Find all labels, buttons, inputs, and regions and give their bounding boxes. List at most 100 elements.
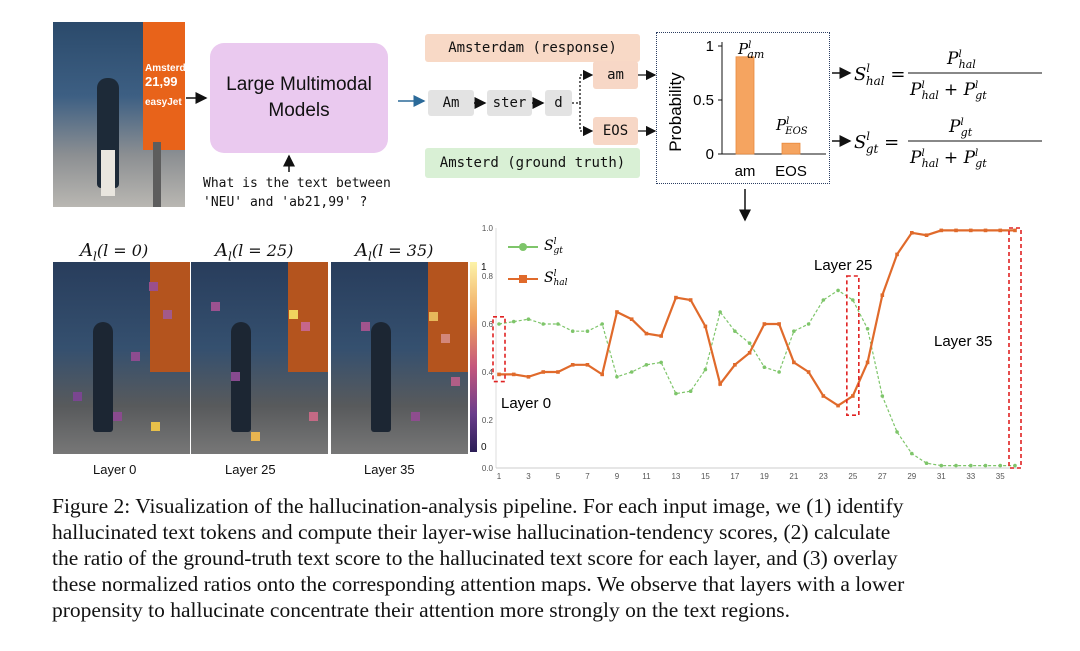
point-S_hal-21 [792,360,796,365]
line-xtick-9: 19 [760,472,769,481]
pipeline-arrows [186,67,852,222]
point-S_hal-14 [688,298,693,302]
line-ytick-4: 0.8 [482,272,494,281]
line-xtick-16: 33 [966,472,975,481]
point-S_gt-19 [762,365,767,369]
point-S_gt-20 [777,370,781,374]
highlight-layer-36 [1008,227,1022,469]
line-ytick-1: 0.2 [482,416,494,425]
line-xtick-7: 15 [701,472,710,481]
probability-chart: Probability 0 0.5 1 am EOS Pl am Pl EOS [666,38,826,180]
point-S_hal-20 [777,322,781,326]
line-xtick-15: 31 [937,472,946,481]
point-S_hal-12 [659,334,663,338]
point-S_hal-24 [836,403,840,408]
caption-line-1: Figure 2: Visualization of the hallucina… [52,494,904,518]
point-S_gt-29 [910,451,914,456]
arrow-to-eos [579,103,594,137]
prob-ylabel: Probability [666,72,685,152]
point-S_gt-10 [629,370,634,374]
model-box: Large Multimodal Models [210,43,388,153]
point-S_gt-2 [511,319,516,324]
probability-chart-frame [656,32,830,184]
prob-category-am: am [735,163,756,180]
line-xtick-17: 35 [996,472,1005,481]
point-S_hal-27 [880,293,885,297]
point-S_hal-4 [541,370,546,374]
point-S_hal-16 [718,382,722,386]
token-ster: ster [487,90,532,116]
point-S_gt-36 [1013,463,1017,468]
caption-line-2: hallucinated text tokens and compute the… [52,520,891,544]
legend-hal-marker [519,275,527,283]
annotation-layer-35: Layer 35 [934,333,992,350]
caption-line-5: propensity to hallucinate concentrate th… [52,598,790,622]
colorbar-tick-top: 1 [481,262,487,273]
point-S_gt-5 [556,322,560,326]
highlight-layer-25 [846,275,860,416]
point-S_hal-2 [511,372,516,377]
prob-label-eos: Pl EOS [775,116,808,137]
heatmap-label-0: Layer 0 [93,462,137,477]
formula-hal: Sl hal = Pl hal Pl hal + Pl gt [854,49,1042,102]
point-S_hal-18 [747,351,752,355]
heatmap-title-0: Al(l = 0) [80,240,149,264]
heatmap-label-35: Layer 35 [364,462,415,477]
caption-line-4: these normalized ratios onto the corresp… [52,572,905,596]
point-S_gt-13 [674,391,678,396]
question: What is the text between 'NEU' and 'ab21… [203,174,413,212]
line-xtick-13: 27 [878,472,887,481]
point-S_gt-22 [806,322,811,326]
point-S_hal-23 [821,394,826,398]
figure-caption: Figure 2: Visualization of the hallucina… [52,493,1052,623]
heatmap-layer-35 [331,262,468,454]
point-S_hal-15 [703,324,708,329]
prob-bar-am [735,56,755,155]
prob-ytick-1: 0.5 [693,92,714,109]
legend-gt-label: Sl gt [544,237,563,256]
heatmap-layer-0 [53,262,190,454]
point-S_hal-3 [526,375,531,379]
point-S_gt-25 [851,298,855,302]
line-legend: Sl gt Sl hal [508,237,568,288]
prob-bar-EOS [781,142,801,155]
arrow-to-am [579,69,594,103]
line-xtick-14: 29 [907,472,916,481]
point-S_gt-32 [954,463,958,468]
token-d: d [545,90,572,116]
point-S_gt-8 [600,322,604,326]
point-S_hal-11 [644,331,649,336]
point-S_hal-13 [674,295,678,300]
line-xtick-3: 7 [585,472,590,481]
point-S_hal-26 [865,360,870,365]
line-ytick-3: 0.6 [482,320,494,329]
point-S_gt-14 [688,389,693,393]
point-S_gt-34 [983,463,988,468]
point-S_gt-23 [821,298,826,302]
colorbar [470,262,477,452]
line-ytick-2: 0.4 [482,368,494,377]
line-xtick-0: 1 [497,472,502,481]
line-xtick-6: 13 [671,472,680,481]
candidate-eos: EOS [593,117,638,145]
billboard-text-line2: 21,99 [145,74,178,89]
point-S_gt-18 [747,341,752,345]
prob-category-EOS: EOS [775,163,807,180]
line-xtick-4: 9 [615,472,620,481]
point-S_hal-25 [851,394,855,398]
line-xtick-8: 17 [730,472,739,481]
point-S_gt-6 [570,329,575,333]
point-S_gt-21 [792,329,796,333]
model-label-line2: Models [268,100,330,121]
point-S_hal-1 [497,372,501,377]
point-S_gt-7 [585,329,590,333]
point-S_gt-11 [644,363,649,367]
point-S_gt-1 [497,322,501,326]
point-S_gt-16 [718,310,722,314]
prob-ytick-0: 0 [706,146,714,163]
point-S_hal-5 [556,370,560,374]
response-label: Amsterdam (response) [425,34,640,62]
heatmap-title-25: Al(l = 25) [215,240,294,264]
point-S_gt-28 [895,430,899,434]
